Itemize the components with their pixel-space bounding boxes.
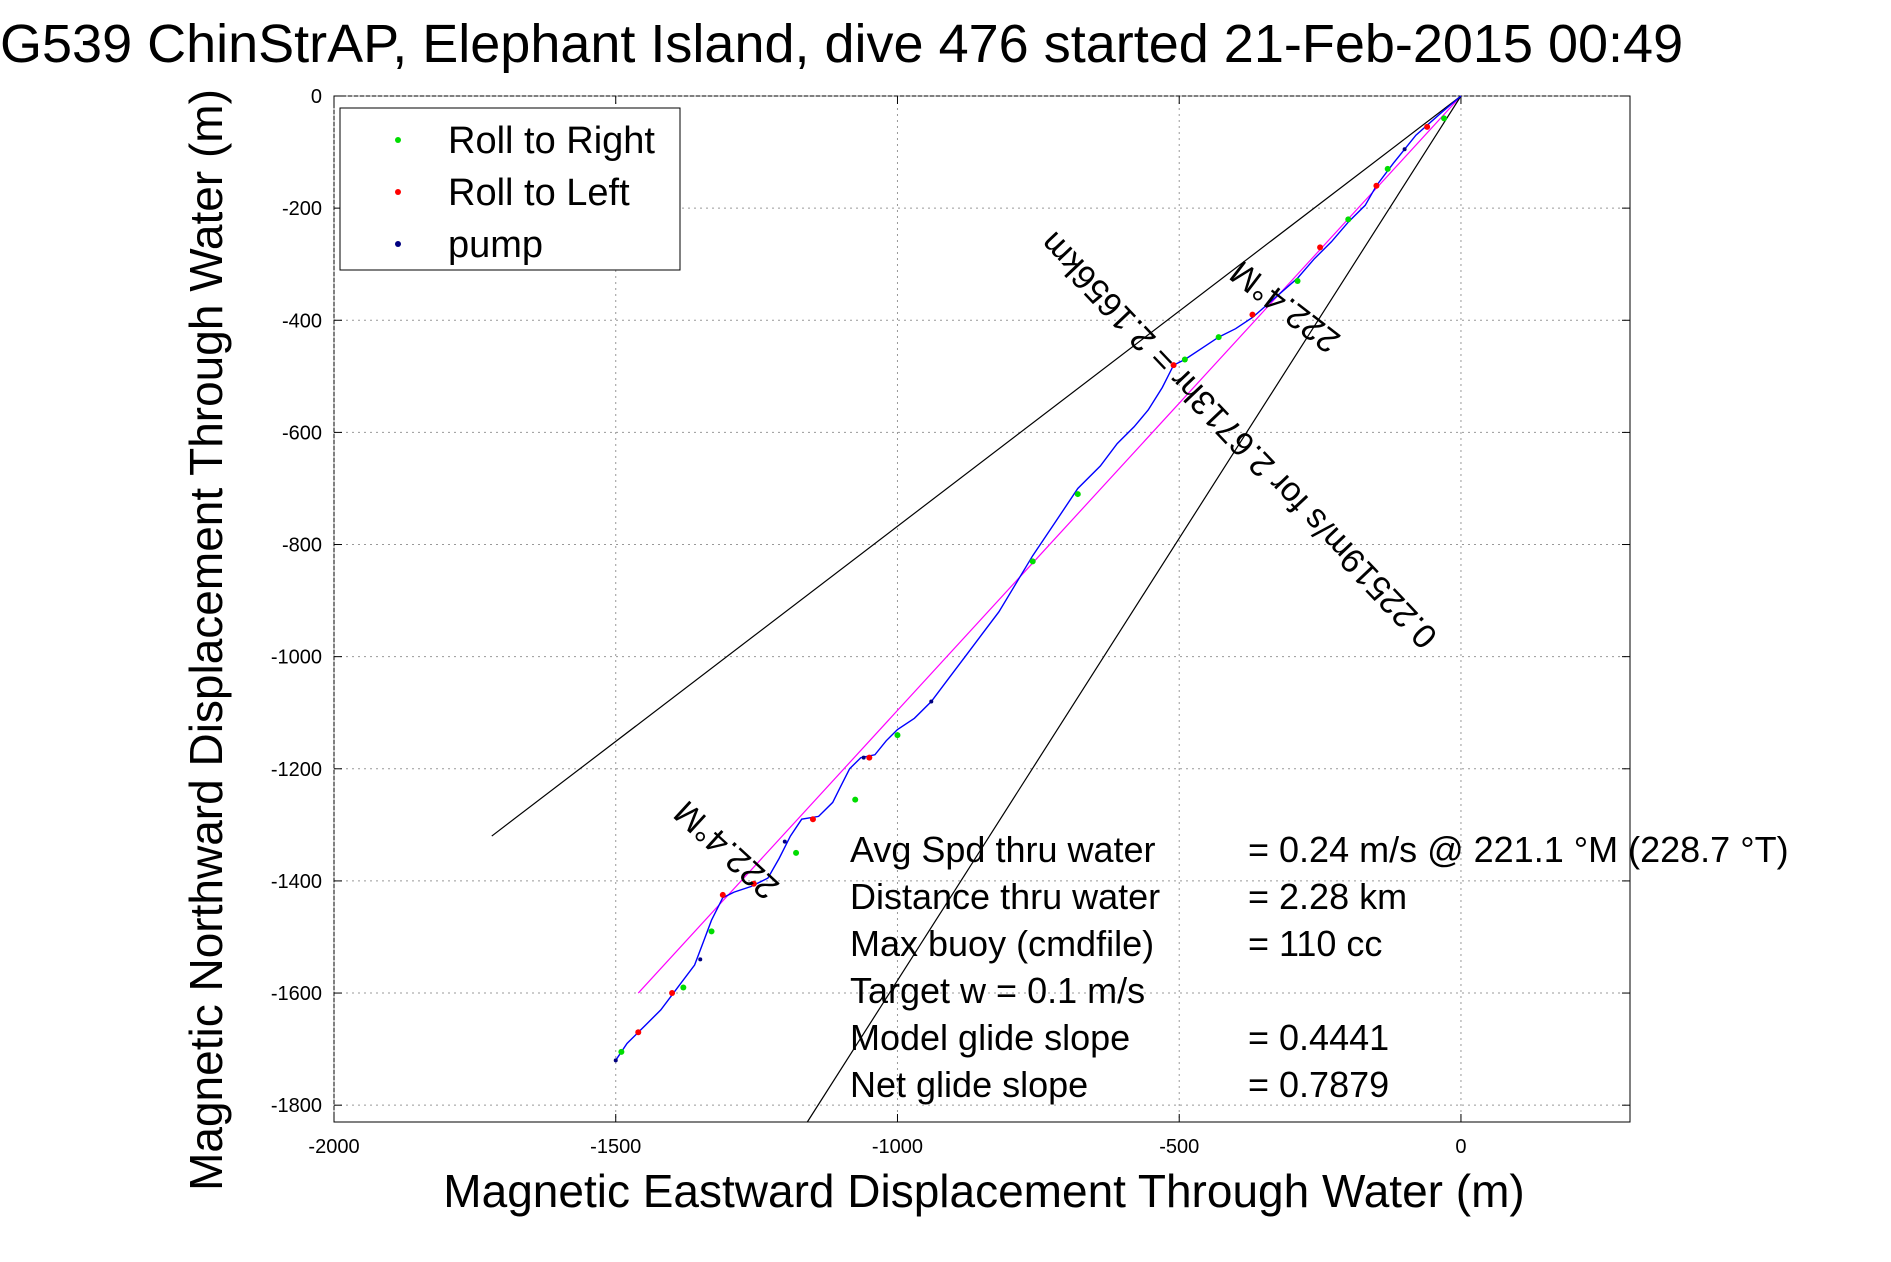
x-tick-label: 0 [1455, 1136, 1466, 1158]
marker-pump [861, 755, 866, 760]
marker-roll-left [635, 1029, 642, 1036]
stat-value: = 0.4441 [1248, 1017, 1389, 1058]
x-axis-label: Magnetic Eastward Displacement Through W… [443, 1165, 1524, 1217]
stat-label: Max buoy (cmdfile) [850, 923, 1154, 964]
y-tick-label: -1000 [271, 647, 322, 669]
marker-pump [929, 699, 934, 704]
legend-label: Roll to Right [448, 120, 655, 162]
reference-line-heading [637, 95, 1462, 994]
marker-roll-left [866, 754, 873, 761]
legend-marker [395, 137, 401, 143]
marker-roll-right [852, 796, 859, 803]
marker-roll-right [1074, 491, 1081, 498]
marker-roll-left [1373, 182, 1380, 189]
marker-roll-right [1181, 356, 1188, 363]
y-tick-label: -800 [282, 535, 322, 557]
marker-roll-left [809, 816, 816, 823]
y-axis-label: Magnetic Northward Displacement Through … [180, 89, 232, 1191]
annotation-1: 222.4°M [1223, 253, 1347, 360]
marker-roll-right [680, 984, 687, 991]
x-axis-ticks: -2000 -1500 -1000 -500 0 [308, 96, 1467, 1158]
x-tick-label: -2000 [308, 1136, 359, 1158]
stats-text: Avg Spd thru water = 0.24 m/s @ 221.1 °M … [850, 829, 1789, 1105]
stat-label: Avg Spd thru water [850, 829, 1156, 870]
marker-roll-left [1317, 244, 1324, 251]
y-tick-label: -1200 [271, 759, 322, 781]
legend-marker [395, 241, 401, 247]
stat-value: = 110 cc [1248, 923, 1382, 964]
marker-roll-right [618, 1048, 625, 1055]
marker-pump [613, 1058, 618, 1063]
marker-roll-right [1345, 216, 1352, 223]
markers [613, 115, 1448, 1063]
marker-roll-left [1170, 362, 1177, 369]
marker-roll-left [1249, 311, 1256, 318]
y-tick-label: -600 [282, 422, 322, 444]
marker-roll-right [1384, 165, 1391, 172]
legend: Roll to Right Roll to Left pump [339, 107, 681, 271]
x-tick-label: -1500 [590, 1136, 641, 1158]
legend-marker [395, 189, 401, 195]
stat-label: Model glide slope [850, 1017, 1130, 1058]
marker-pump [698, 957, 703, 962]
y-tick-label: -400 [282, 310, 322, 332]
y-tick-label: 0 [311, 86, 322, 108]
marker-roll-right [894, 732, 901, 739]
marker-roll-right [1294, 278, 1301, 285]
annotation-0: 222.4°M [667, 793, 786, 907]
stat-value: = 2.28 km [1248, 876, 1407, 917]
y-axis-ticks: 0 -200 -400 -600 -800 -1000 -1200 -1400 -1600 -18… [271, 86, 1630, 1117]
marker-pump [1402, 147, 1407, 152]
chart-title: G539 ChinStrAP, Elephant Island, dive 47… [0, 14, 1683, 74]
marker-roll-left [719, 891, 726, 898]
x-tick-label: -500 [1159, 1136, 1199, 1158]
marker-roll-right [1441, 115, 1448, 122]
marker-roll-right [1029, 558, 1036, 565]
marker-roll-left [750, 880, 757, 887]
reference-lines [491, 95, 1462, 1123]
marker-pump [782, 839, 787, 844]
marker-roll-right [708, 928, 715, 935]
y-tick-label: -200 [282, 198, 322, 220]
y-tick-label: -1800 [271, 1095, 322, 1117]
stat-label: Distance thru water [850, 876, 1160, 917]
stat-value: = 0.7879 [1248, 1064, 1389, 1105]
reference-line-wedge-upper [491, 95, 1462, 837]
y-tick-label: -1400 [271, 871, 322, 893]
x-tick-label: -1000 [872, 1136, 923, 1158]
stat-label: Net glide slope [850, 1064, 1088, 1105]
stat-value: = 0.24 m/s @ 221.1 °M (228.7 °T) [1248, 829, 1789, 870]
marker-roll-right [1215, 334, 1222, 341]
legend-label: Roll to Left [448, 172, 630, 214]
y-tick-label: -1600 [271, 983, 322, 1005]
marker-roll-right [793, 849, 800, 856]
stat-label: Target w = 0.1 m/s [850, 970, 1145, 1011]
reference-line-wedge-lower [806, 95, 1462, 1123]
marker-roll-left [669, 990, 676, 997]
marker-roll-left [1424, 123, 1431, 130]
grid [333, 95, 1630, 1122]
legend-label: pump [448, 224, 543, 266]
